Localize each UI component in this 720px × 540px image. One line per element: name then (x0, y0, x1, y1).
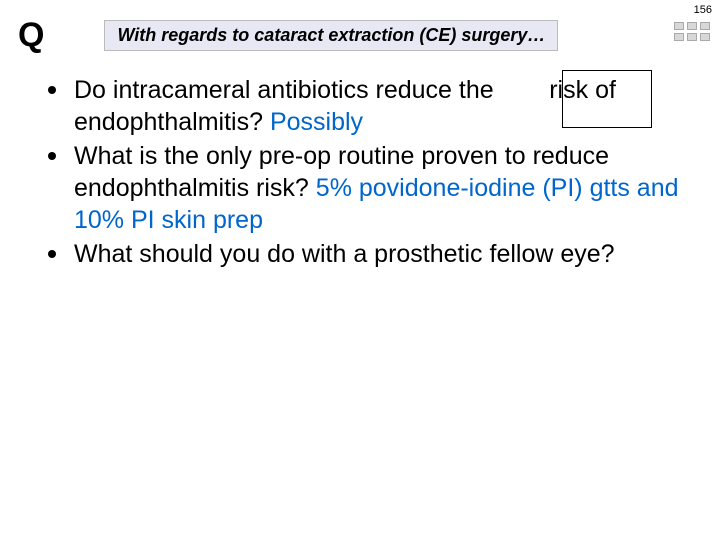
bullet-icon (48, 152, 56, 160)
bullet-icon (48, 250, 56, 258)
q-label: Q (18, 18, 44, 52)
bullet-text: What should you do with a prosthetic fel… (74, 238, 615, 270)
question-part: What should you do with a prosthetic fel… (74, 240, 615, 268)
bullet-item: What is the only pre-op routine proven t… (48, 140, 690, 236)
overlay-box (562, 70, 652, 128)
page-number: 156 (694, 4, 712, 16)
thumbnail (674, 22, 684, 30)
thumbnail (700, 22, 710, 30)
bullet-text: What is the only pre-op routine proven t… (74, 140, 690, 236)
answer-text: Possibly (270, 108, 363, 136)
thumbnail (687, 22, 697, 30)
header-row: Q With regards to cataract extraction (C… (0, 0, 720, 52)
slide-thumbnails-strip (674, 22, 710, 41)
thumbnail (700, 33, 710, 41)
thumbnail (687, 33, 697, 41)
thumbnail (674, 33, 684, 41)
question-part: Do intracameral antibiotics reduce the (74, 76, 501, 104)
bullet-item: What should you do with a prosthetic fel… (48, 238, 690, 270)
subtitle-box: With regards to cataract extraction (CE)… (104, 20, 558, 51)
bullet-icon (48, 86, 56, 94)
